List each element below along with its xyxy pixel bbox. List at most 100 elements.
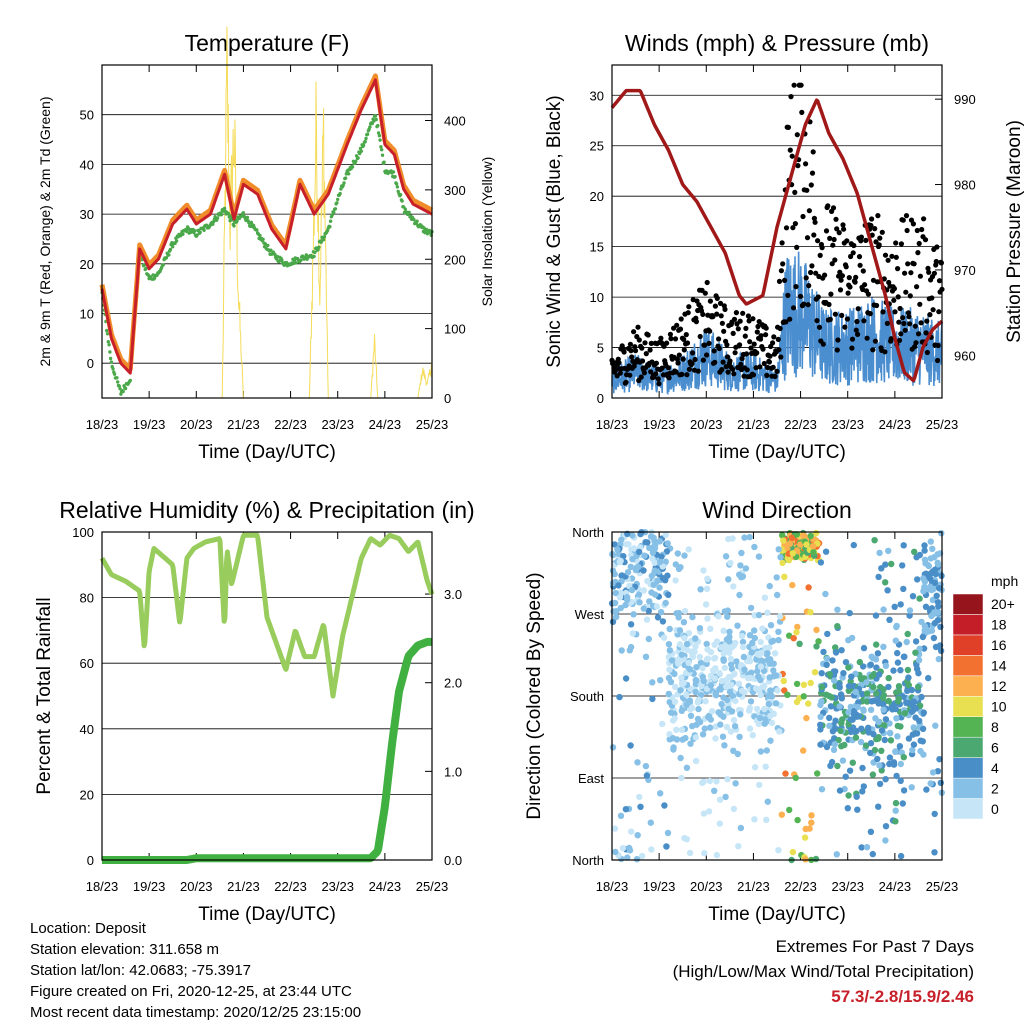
direction-point	[920, 751, 927, 758]
direction-point	[918, 693, 925, 701]
direction-point	[914, 576, 921, 583]
direction-point	[626, 647, 633, 654]
gust-point	[756, 319, 762, 325]
direction-point	[702, 698, 709, 705]
direction-point	[770, 667, 777, 674]
gust-point	[766, 359, 773, 365]
dewpoint-point	[412, 217, 416, 222]
direction-point	[674, 550, 681, 557]
direction-point	[730, 747, 737, 754]
y-tick-label: 5	[597, 341, 604, 356]
created-text: Figure created on Fri, 2020-12-25, at 23…	[30, 983, 352, 1000]
dewpoint-point	[108, 356, 113, 361]
direction-point	[880, 722, 888, 729]
direction-point	[678, 674, 685, 681]
direction-point	[794, 623, 801, 631]
dewpoint-point	[174, 239, 179, 243]
direction-point	[620, 553, 627, 560]
dewpoint-point	[202, 228, 206, 232]
dewpoint-point	[144, 266, 148, 271]
direction-point	[664, 540, 671, 547]
direction-point	[854, 806, 861, 813]
gust-point	[803, 161, 809, 167]
y2-axis-label: Solar Insolation (Yellow)	[479, 157, 495, 307]
panel-1: Temperature (F) Time (Day/UTC) 18/23 19/23 2…	[37, 26, 495, 463]
gust-point	[864, 335, 870, 341]
direction-point	[637, 803, 644, 810]
direction-point	[692, 688, 699, 696]
figure: Temperature (F) Time (Day/UTC) 18/23 19/23 2…	[34, 26, 1024, 925]
direction-point	[697, 659, 705, 666]
direction-point	[727, 728, 735, 735]
location-text: Location: Deposit	[30, 920, 146, 937]
gust-point	[739, 356, 745, 362]
direction-point	[726, 628, 733, 635]
dewpoint-point	[167, 253, 171, 257]
direction-point	[703, 585, 711, 592]
dewpoint-point	[373, 114, 378, 118]
direction-point	[736, 591, 743, 599]
direction-point	[657, 558, 664, 565]
direction-point	[936, 643, 943, 650]
direction-point	[882, 716, 890, 723]
direction-point	[756, 714, 764, 722]
gust-point	[936, 309, 942, 315]
direction-point	[622, 675, 630, 682]
gust-point	[745, 313, 752, 319]
direction-point	[766, 674, 773, 681]
y-tick-label: South	[570, 689, 604, 704]
gust-point	[668, 336, 674, 342]
direction-point	[826, 722, 833, 729]
x-tick-label: 25/23	[926, 417, 959, 432]
gust-point	[905, 310, 912, 316]
dewpoint-point	[335, 201, 339, 205]
direction-point	[685, 546, 692, 553]
direction-point	[753, 705, 761, 713]
gust-point	[707, 298, 714, 304]
direction-point	[817, 741, 824, 748]
direction-point	[649, 679, 656, 686]
direction-point	[727, 655, 735, 663]
direction-point	[812, 855, 820, 863]
direction-point	[723, 723, 731, 731]
direction-point	[677, 687, 684, 694]
direction-point	[661, 802, 668, 809]
direction-point	[857, 675, 865, 683]
direction-point	[923, 786, 930, 793]
direction-point	[723, 683, 730, 690]
gust-point	[778, 354, 784, 360]
gust-point	[884, 320, 891, 326]
direction-point	[727, 559, 734, 567]
gust-point	[777, 325, 783, 332]
x-tick-label: 19/23	[133, 417, 166, 432]
direction-point	[897, 667, 904, 674]
direction-point	[737, 711, 744, 718]
direction-point	[881, 736, 888, 744]
dewpoint-point	[391, 170, 396, 174]
dewpoint-point	[273, 252, 277, 257]
dewpoint-point	[171, 245, 175, 249]
dewpoint-point	[235, 219, 239, 223]
direction-point	[662, 558, 669, 565]
direction-point	[921, 542, 928, 549]
direction-point	[633, 856, 641, 863]
direction-point	[792, 774, 799, 782]
direction-point	[805, 700, 812, 707]
dewpoint-point	[359, 149, 363, 153]
dewpoint-point	[261, 237, 265, 241]
direction-point	[629, 630, 636, 637]
direction-point	[802, 856, 809, 863]
direction-point	[909, 746, 916, 754]
direction-point	[900, 585, 907, 593]
direction-point	[917, 737, 924, 744]
direction-point	[654, 577, 661, 584]
x-axis-label: Time (Day/UTC)	[198, 904, 336, 925]
direction-point	[612, 589, 619, 597]
panel-2: Winds (mph) & Pressure (mb) Time (Day/UTC…	[544, 30, 1024, 463]
panel-title: Relative Humidity (%) & Precipitation (i…	[59, 497, 474, 523]
gust-point	[725, 369, 731, 375]
x-tick-label: 18/23	[596, 879, 629, 894]
direction-point	[784, 555, 792, 562]
gust-point	[912, 323, 918, 329]
direction-point	[922, 603, 930, 610]
